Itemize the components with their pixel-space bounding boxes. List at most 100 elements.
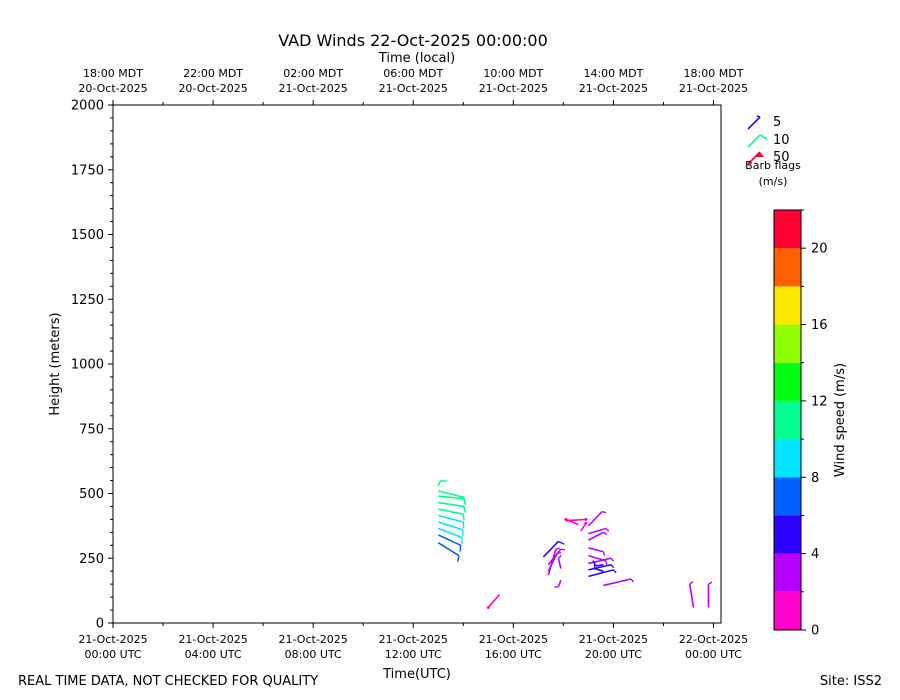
wind-barb-shaft — [438, 514, 464, 523]
x-tick-label: 21-Oct-2025 — [178, 633, 247, 646]
wind-barb-shaft — [587, 511, 603, 527]
colorbar-tick-label: 12 — [811, 394, 828, 409]
wind-barb-feather — [462, 514, 465, 521]
wind-barb-feather — [689, 581, 694, 585]
wind-barb-shaft — [588, 569, 614, 578]
wind-barb-shaft — [588, 547, 604, 553]
wind-barb — [437, 479, 448, 487]
wind-barb-shaft — [438, 495, 465, 500]
wind-barb-dot — [584, 521, 588, 525]
x-tick-label: 20:00 UTC — [585, 648, 642, 661]
wind-barb-feather — [592, 560, 597, 567]
x-tick-label: 21-Oct-2025 — [78, 633, 147, 646]
colorbar-segment — [774, 439, 801, 478]
x-tick-label: 22-Oct-2025 — [679, 633, 748, 646]
top-x-tick-label: 10:00 MDT — [483, 67, 543, 80]
wind-barb-dot — [486, 605, 490, 609]
legend-title: Barb flags — [745, 159, 801, 172]
x-tick-label: 12:00 UTC — [385, 648, 442, 661]
wind-barb — [688, 581, 695, 608]
wind-barb-shaft — [588, 527, 607, 535]
colorbar-tick-label: 20 — [811, 242, 828, 257]
wind-barb — [588, 557, 615, 565]
wind-barb-shaft — [565, 518, 586, 522]
wind-barb — [438, 490, 466, 504]
wind-barb-shaft — [588, 557, 612, 565]
wind-barb-shaft — [437, 534, 462, 547]
wind-barb — [438, 521, 464, 537]
wind-barb-shaft — [437, 480, 442, 487]
legend-barb-5 — [747, 116, 761, 130]
wind-barb — [588, 527, 610, 535]
wind-barb — [588, 531, 608, 541]
wind-barb-shaft — [437, 542, 460, 557]
legend-label: 10 — [773, 133, 790, 148]
colorbar-segment — [774, 362, 801, 401]
wind-barb — [438, 508, 465, 521]
legend-barb-10 — [747, 134, 761, 148]
x-tick-label: 00:00 UTC — [685, 648, 742, 661]
colorbar-segment — [774, 324, 801, 363]
wind-barb-dot — [584, 517, 588, 521]
wind-barb-shaft — [595, 563, 604, 567]
legend-label: 50 — [773, 150, 790, 165]
wind-barb — [486, 593, 501, 609]
y-tick-label: 1500 — [71, 228, 104, 243]
wind-barb-feather — [601, 510, 607, 514]
legend-units: (m/s) — [759, 175, 788, 188]
wind-barb-feather — [605, 527, 610, 532]
wind-barb-feather — [602, 551, 606, 556]
wind-barb — [707, 581, 713, 608]
top-x-tick-label: 06:00 MDT — [383, 67, 443, 80]
wind-barb — [592, 560, 604, 567]
y-tick-label: 250 — [79, 552, 104, 567]
x-tick-label: 21-Oct-2025 — [379, 633, 448, 646]
wind-barb-shaft — [542, 540, 559, 558]
colorbar-frame — [773, 209, 802, 631]
y-tick-label: 1250 — [71, 293, 104, 308]
wind-barb-shaft — [688, 584, 695, 608]
wind-barb-shaft — [438, 501, 465, 508]
legend-label: 5 — [773, 115, 781, 130]
site-label: Site: ISS2 — [819, 674, 882, 689]
top-x-tick-label: 21-Oct-2025 — [379, 82, 448, 95]
wind-barb-shaft — [557, 579, 562, 588]
wind-barb-shaft — [588, 563, 612, 571]
wind-barb-feather — [603, 531, 608, 536]
wind-barb-shaft — [603, 578, 632, 587]
wind-barb-feather — [558, 540, 565, 545]
wind-barb-shaft — [594, 567, 604, 572]
wind-barb-shaft — [547, 548, 562, 566]
colorbar-segment — [774, 400, 801, 440]
y-axis-label: Height (meters) — [48, 312, 63, 415]
x-tick-label: 08:00 UTC — [285, 648, 342, 661]
x-tick-label: 21-Oct-2025 — [479, 633, 548, 646]
wind-barb — [588, 547, 606, 556]
wind-barb-shaft — [437, 527, 463, 539]
wind-barb — [588, 569, 617, 578]
top-x-tick-label: 18:00 MDT — [684, 67, 744, 80]
wind-barb-shaft — [557, 558, 562, 569]
colorbar-segment — [774, 286, 801, 325]
wind-barb-shaft — [588, 531, 604, 541]
wind-barb-feather — [708, 581, 713, 585]
wind-barb — [554, 579, 562, 589]
wind-barb-feather — [555, 547, 560, 550]
x-tick-label: 04:00 UTC — [185, 648, 242, 661]
top-x-tick-label: 21-Oct-2025 — [579, 82, 648, 95]
x-tick-label: 16:00 UTC — [485, 648, 542, 661]
y-tick-label: 2000 — [71, 99, 104, 114]
wind-barb — [588, 554, 608, 565]
top-x-tick-label: 21-Oct-2025 — [479, 82, 548, 95]
wind-barb-feather — [605, 560, 608, 565]
colorbar-segment — [774, 591, 801, 630]
wind-barb — [603, 578, 635, 587]
wind-barb — [588, 563, 615, 571]
top-x-tick-label: 14:00 MDT — [583, 67, 643, 80]
wind-barb-shaft — [580, 522, 587, 532]
chart-title: VAD Winds 22-Oct-2025 00:00:00 — [278, 31, 548, 50]
x-tick-label: 21-Oct-2025 — [579, 633, 648, 646]
y-tick-label: 750 — [79, 422, 104, 437]
wind-barb — [542, 540, 565, 558]
